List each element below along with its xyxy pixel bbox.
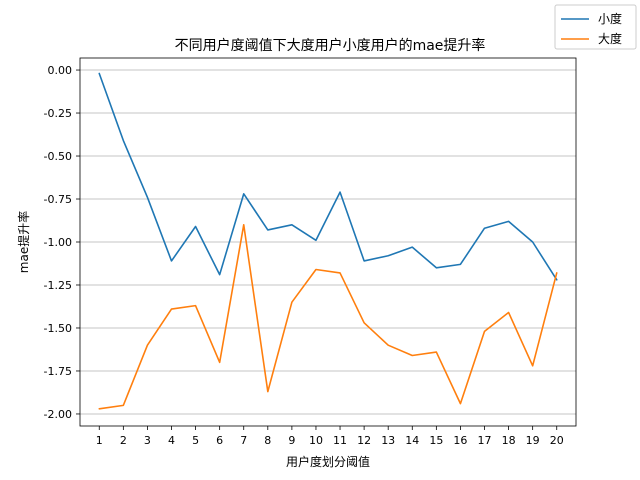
x-tick-label: 2 — [120, 434, 127, 447]
y-tick-label: -1.25 — [44, 279, 72, 292]
x-tick-label: 12 — [357, 434, 371, 447]
x-tick-label: 5 — [192, 434, 199, 447]
x-axis-label: 用户度划分阈值 — [286, 454, 370, 469]
chart-title: 不同用户度阈值下大度用户小度用户的mae提升率 — [175, 37, 486, 54]
x-tick-label: 9 — [288, 434, 295, 447]
y-tick-label: -1.75 — [44, 365, 72, 378]
y-axis-label: mae提升率 — [16, 211, 31, 273]
y-tick-label: -1.50 — [44, 322, 72, 335]
legend-frame — [554, 4, 637, 50]
x-tick-label: 13 — [381, 434, 395, 447]
x-tick-label: 14 — [405, 434, 419, 447]
x-tick-label: 3 — [144, 434, 151, 447]
legend-label-1: 小度 — [598, 11, 622, 26]
y-tick-label: 0.00 — [48, 64, 73, 77]
x-tick-label: 10 — [309, 434, 323, 447]
x-tick-label: 1 — [96, 434, 103, 447]
x-tick-label: 4 — [168, 434, 175, 447]
x-tick-label: 20 — [550, 434, 564, 447]
y-tick-label: -0.75 — [44, 193, 72, 206]
x-tick-label: 11 — [333, 434, 347, 447]
x-tick-label: 17 — [478, 434, 492, 447]
y-tick-label: -0.25 — [44, 107, 72, 120]
x-tick-label: 19 — [526, 434, 540, 447]
x-tick-label: 15 — [429, 434, 443, 447]
y-tick-label: -2.00 — [44, 408, 72, 421]
series-line-1 — [98, 72, 558, 281]
legend-label-2: 大度 — [598, 31, 622, 46]
x-tick-label: 8 — [264, 434, 271, 447]
series-lines — [98, 72, 558, 410]
y-tick-label: -0.50 — [44, 150, 72, 163]
series-line-2 — [98, 224, 558, 410]
y-axis-ticks: 0.00 -0.25 -0.50 -0.75 -1.00 -1.25 -1.50 -1.75 -… — [44, 64, 80, 421]
x-tick-label: 7 — [240, 434, 247, 447]
x-tick-label: 6 — [216, 434, 223, 447]
gridlines — [80, 69, 576, 415]
x-tick-label: 18 — [502, 434, 516, 447]
x-axis-ticks: 1 2 3 4 5 6 7 8 9 10 11 12 13 14 15 16 17 18 19 20 — [96, 426, 564, 447]
y-tick-label: -1.00 — [44, 236, 72, 249]
x-tick-label: 16 — [453, 434, 467, 447]
